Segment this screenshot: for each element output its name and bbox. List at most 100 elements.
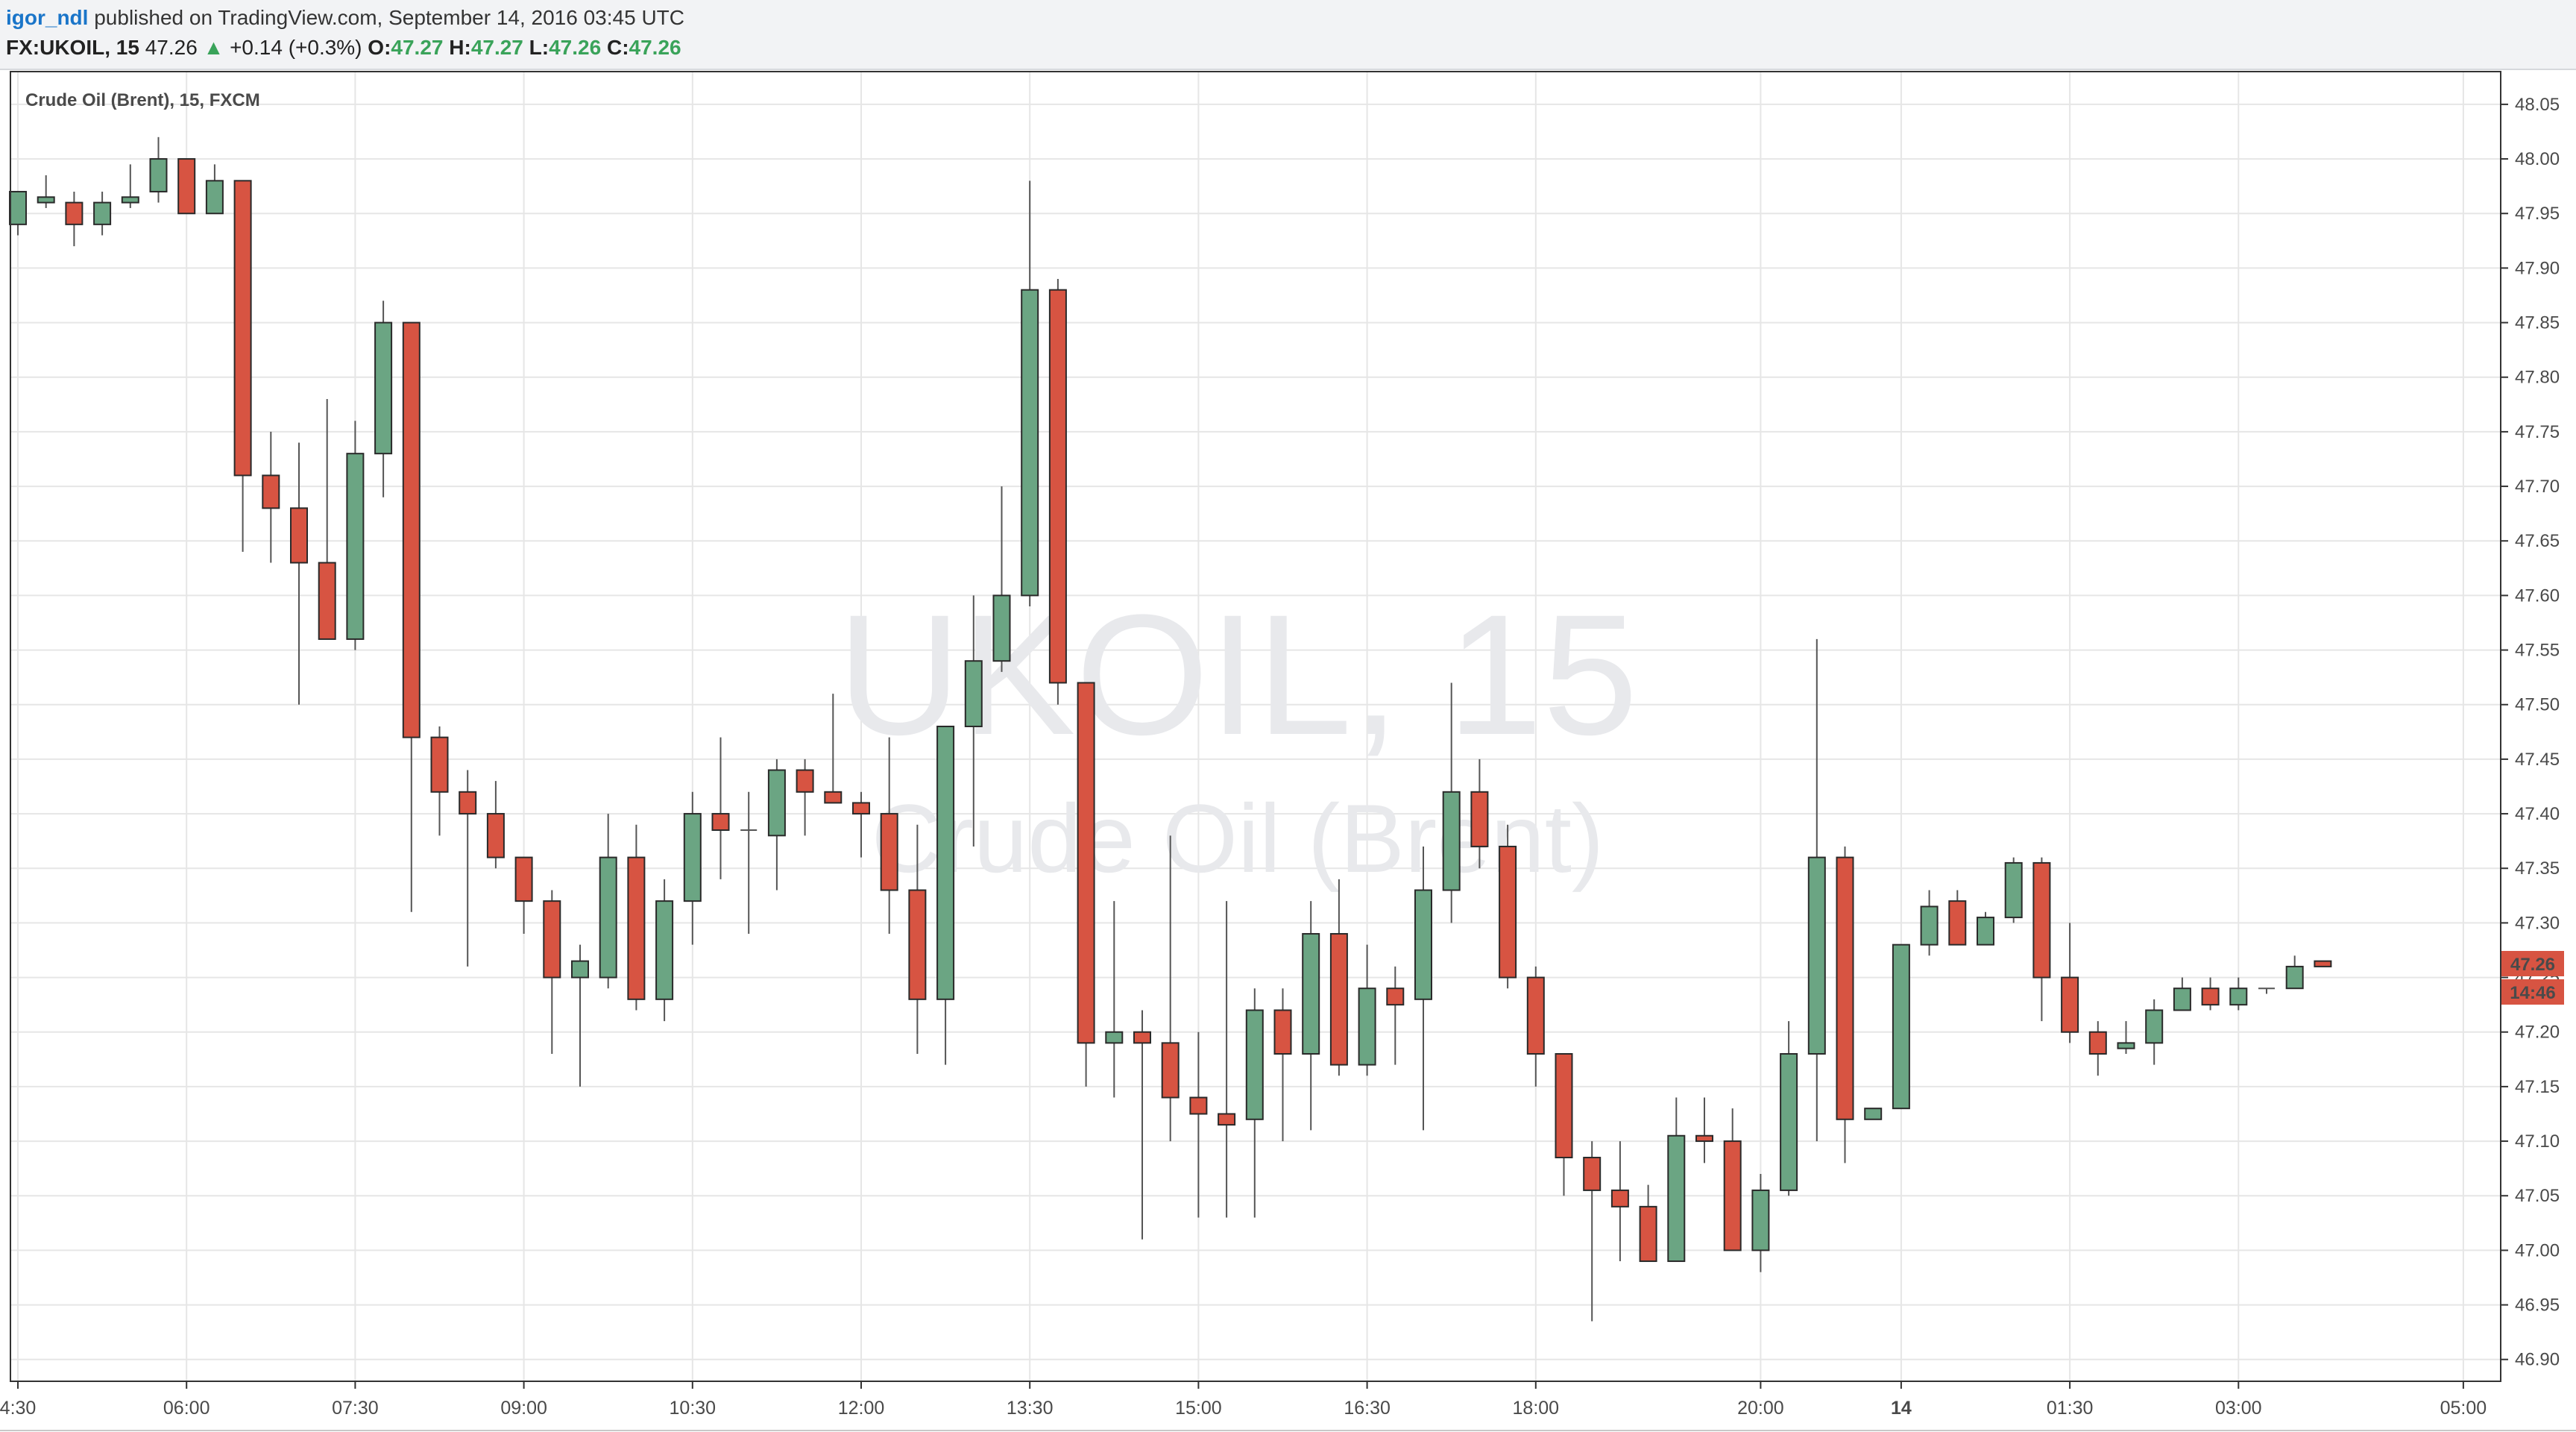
candle[interactable] bbox=[1948, 890, 1967, 946]
candle[interactable] bbox=[2088, 1021, 2107, 1076]
candle[interactable] bbox=[149, 136, 168, 203]
candle[interactable] bbox=[1161, 835, 1180, 1142]
candle-body bbox=[1189, 1096, 1208, 1115]
candle[interactable] bbox=[9, 190, 27, 236]
candle[interactable] bbox=[1920, 890, 1939, 956]
candle[interactable] bbox=[1021, 180, 1039, 607]
candle-body bbox=[2032, 861, 2051, 979]
candle[interactable] bbox=[1667, 1097, 1686, 1263]
candle[interactable] bbox=[2285, 955, 2304, 990]
candle[interactable] bbox=[767, 759, 786, 891]
candle[interactable] bbox=[1414, 846, 1432, 1131]
candle[interactable] bbox=[571, 944, 589, 1087]
candle-body bbox=[711, 813, 730, 832]
candle[interactable] bbox=[177, 158, 196, 215]
candle[interactable] bbox=[262, 431, 280, 563]
candle[interactable] bbox=[627, 824, 646, 1011]
candle[interactable] bbox=[2032, 857, 2051, 1022]
candle[interactable] bbox=[1442, 682, 1461, 923]
candle[interactable] bbox=[1751, 1173, 1770, 1272]
candle[interactable] bbox=[1864, 1108, 1883, 1120]
candle[interactable] bbox=[1077, 682, 1095, 1087]
candle[interactable] bbox=[2145, 999, 2164, 1065]
candle[interactable] bbox=[852, 791, 870, 858]
candle[interactable] bbox=[2258, 987, 2275, 994]
candle[interactable] bbox=[2201, 977, 2220, 1011]
candle[interactable] bbox=[908, 824, 927, 1054]
candle[interactable] bbox=[2117, 1021, 2135, 1054]
candle[interactable] bbox=[37, 175, 55, 208]
price-axis[interactable]: 48.05 48.00 47.95 47.90 47.85 47.80 47.75 47.70… bbox=[2501, 95, 2560, 1370]
candle[interactable] bbox=[374, 301, 393, 497]
candle[interactable] bbox=[2004, 857, 2023, 923]
candle[interactable] bbox=[1133, 1010, 1151, 1240]
candle[interactable] bbox=[1470, 759, 1489, 869]
candle[interactable] bbox=[824, 694, 843, 804]
candle[interactable] bbox=[796, 759, 814, 836]
candle[interactable] bbox=[543, 890, 561, 1055]
candle[interactable] bbox=[1807, 638, 1826, 1142]
price-tick-label: 47.55 bbox=[2515, 641, 2560, 661]
candle[interactable] bbox=[740, 791, 758, 935]
candle[interactable] bbox=[1218, 901, 1236, 1218]
candle[interactable] bbox=[1189, 1031, 1208, 1218]
candle[interactable] bbox=[1245, 988, 1264, 1218]
candle[interactable] bbox=[1499, 824, 1517, 989]
candle[interactable] bbox=[1639, 1184, 1657, 1263]
candle[interactable] bbox=[1695, 1097, 1713, 1164]
candle[interactable] bbox=[599, 814, 617, 989]
candle[interactable] bbox=[1583, 1141, 1602, 1322]
candle[interactable] bbox=[65, 191, 84, 247]
candle[interactable] bbox=[2314, 960, 2332, 967]
candle[interactable] bbox=[318, 399, 336, 640]
time-axis[interactable]: 4:30 06:00 07:30 09:00 10:30 12:00 13:30 15:00 1… bbox=[0, 1381, 2487, 1419]
high-label: H: bbox=[449, 36, 471, 59]
candle[interactable] bbox=[1892, 943, 1910, 1110]
author-link[interactable]: igor_ndl bbox=[6, 6, 89, 29]
candle[interactable] bbox=[1105, 901, 1124, 1098]
candle[interactable] bbox=[711, 737, 730, 879]
candle[interactable] bbox=[964, 595, 983, 847]
candle-body bbox=[1977, 917, 1994, 946]
candle[interactable] bbox=[346, 421, 365, 650]
candle[interactable] bbox=[93, 191, 112, 236]
candle[interactable] bbox=[233, 180, 252, 552]
candle[interactable] bbox=[1610, 1141, 1629, 1262]
candle-body bbox=[402, 321, 421, 738]
candle[interactable] bbox=[1358, 944, 1376, 1076]
candle[interactable] bbox=[2061, 923, 2079, 1043]
candle[interactable] bbox=[430, 726, 449, 836]
candle[interactable] bbox=[655, 879, 674, 1022]
candle[interactable] bbox=[121, 164, 139, 208]
candle[interactable] bbox=[205, 164, 224, 215]
candle[interactable] bbox=[1780, 1021, 1798, 1196]
candle[interactable] bbox=[1526, 966, 1545, 1087]
candle[interactable] bbox=[936, 726, 955, 1065]
candle[interactable] bbox=[2229, 977, 2248, 1011]
candle[interactable] bbox=[486, 781, 505, 869]
candle-body bbox=[1836, 856, 1854, 1120]
candle[interactable] bbox=[1329, 879, 1348, 1076]
candle[interactable] bbox=[514, 856, 533, 935]
candle[interactable] bbox=[1302, 901, 1320, 1131]
candle[interactable] bbox=[880, 737, 898, 935]
candle[interactable] bbox=[2173, 977, 2191, 1011]
candle-body bbox=[627, 856, 646, 1000]
candle[interactable] bbox=[1977, 911, 1994, 946]
candle[interactable] bbox=[1273, 988, 1292, 1142]
candle[interactable] bbox=[683, 791, 702, 945]
candle[interactable] bbox=[290, 442, 308, 705]
candle[interactable] bbox=[1836, 846, 1854, 1164]
candlestick-chart[interactable]: UKOIL, 15 Crude Oil (Brent) 48.05 48.00 47… bbox=[0, 70, 2576, 1432]
candle[interactable] bbox=[992, 486, 1011, 672]
candle[interactable] bbox=[1555, 1053, 1573, 1196]
candle-body bbox=[65, 201, 84, 225]
candle[interactable] bbox=[1386, 966, 1405, 1065]
candle[interactable] bbox=[1723, 1108, 1742, 1252]
countdown-tag-label: 14:46 bbox=[2510, 983, 2555, 1003]
candle[interactable] bbox=[402, 321, 421, 912]
candle[interactable] bbox=[459, 770, 477, 967]
candle[interactable] bbox=[1048, 279, 1067, 705]
price-tick-label: 47.70 bbox=[2515, 477, 2560, 497]
publication-header: igor_ndl published on TradingView.com, S… bbox=[0, 0, 2576, 70]
